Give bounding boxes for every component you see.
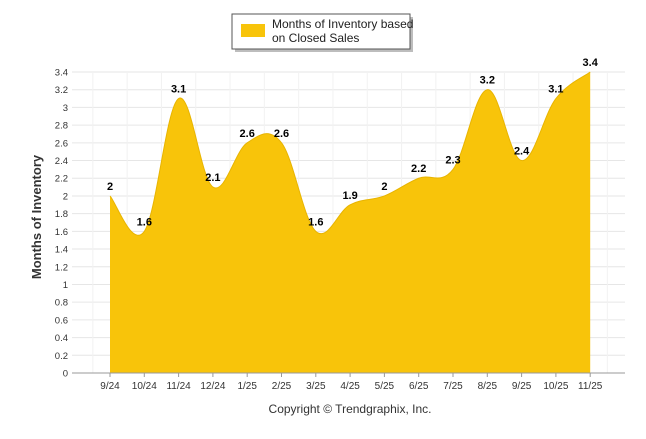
legend[interactable]: Months of Inventory based on Closed Sale… (231, 13, 413, 52)
data-label: 3.1 (548, 84, 563, 96)
data-label: 2.6 (274, 128, 289, 140)
legend-swatch (241, 24, 265, 37)
y-tick-label: 2.2 (55, 174, 68, 185)
y-tick-label: 2.8 (55, 121, 68, 132)
y-tick-label: 3 (63, 103, 68, 114)
legend-label-line2: on Closed Sales (272, 31, 359, 45)
y-tick-label: 0 (63, 369, 68, 380)
label-layer: 2 1.6 3.1 2.1 2.6 2.6 1.6 1.9 2 2.2 2.3 3.2 2.4 3.1 3.… (107, 57, 599, 228)
data-label: 2.3 (445, 154, 460, 166)
y-tick-label: 3.4 (55, 68, 68, 79)
x-tick-label: 10/25 (543, 381, 568, 392)
x-tick-label: 9/24 (100, 381, 120, 392)
x-tick-label: 4/25 (340, 381, 360, 392)
data-label: 3.2 (480, 75, 495, 87)
x-tick-label: 11/24 (166, 381, 191, 392)
series-line (109, 71, 591, 236)
data-label: 2 (381, 181, 387, 193)
data-label: 1.6 (137, 216, 152, 228)
x-tick-label: 1/25 (237, 381, 257, 392)
x-tick-label: 10/24 (132, 381, 157, 392)
y-tick-label: 2.4 (55, 156, 68, 167)
legend-label-line1: Months of Inventory based (272, 17, 413, 31)
data-label: 2 (107, 181, 113, 193)
x-tick-label: 8/25 (478, 381, 498, 392)
y-tick-label: 1 (63, 280, 68, 291)
x-tick-label: 2/25 (272, 381, 292, 392)
x-tick-label: 5/25 (375, 381, 395, 392)
series-area (110, 72, 591, 373)
y-tick-label: 0.8 (55, 298, 68, 309)
x-tick-label: 3/25 (306, 381, 326, 392)
x-tick-label: 6/25 (409, 381, 429, 392)
y-tick-label: 0.4 (55, 333, 68, 344)
data-label: 2.1 (205, 172, 220, 184)
data-label: 1.6 (308, 216, 323, 228)
data-label: 3.1 (171, 84, 186, 96)
area-layer (109, 71, 591, 373)
y-tick-label: 1.4 (55, 245, 68, 256)
data-label: 1.9 (342, 190, 357, 202)
copyright-text: Copyright © Trendgraphix, Inc. (269, 402, 432, 416)
x-tick-label: 12/24 (200, 381, 225, 392)
y-axis-title: Months of Inventory (29, 154, 44, 279)
x-tick-label: 9/25 (512, 381, 532, 392)
x-tick-label: 11/25 (578, 381, 603, 392)
y-tick-label: 1.6 (55, 227, 68, 238)
y-tick-label: 1.2 (55, 262, 68, 273)
y-tick-label: 2 (63, 191, 68, 202)
y-tick-label: 3.2 (55, 85, 68, 96)
axis-layer: 0 0.2 0.4 0.6 0.8 1 1.2 1.4 1.6 1.8 2 2.2 2.4 2.6 2.8 3… (55, 68, 625, 392)
y-tick-label: 0.2 (55, 351, 68, 362)
data-label: 2.4 (514, 146, 530, 158)
y-tick-label: 0.6 (55, 315, 68, 326)
data-label: 2.2 (411, 163, 426, 175)
data-label: 2.6 (240, 128, 255, 140)
y-tick-label: 2.6 (55, 138, 68, 149)
y-tick-label: 1.8 (55, 209, 68, 220)
x-tick-label: 7/25 (443, 381, 463, 392)
data-label: 3.4 (583, 57, 599, 69)
